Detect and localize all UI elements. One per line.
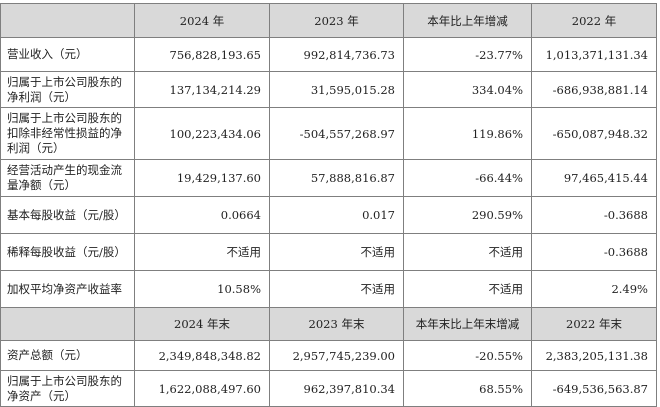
row-label: 基本每股收益（元/股） — [0, 196, 135, 234]
value-change: 不适用 — [403, 270, 532, 308]
row-label: 加权平均净资产收益率 — [0, 270, 135, 308]
header-corner-cell — [0, 3, 135, 38]
row-label: 经营活动产生的现金流量净额（元） — [0, 159, 135, 197]
header-corner-cell — [0, 307, 135, 341]
value-change: 不适用 — [403, 233, 532, 271]
row-label: 归属于上市公司股东的扣除非经常性损益的净利润（元） — [0, 107, 135, 160]
value-2023: 不适用 — [269, 270, 404, 308]
value-change: 334.04% — [403, 71, 532, 108]
value-2023: 2,957,745,239.00 — [269, 340, 404, 371]
value-change: -20.55% — [403, 340, 532, 371]
table-row-basic-eps: 基本每股收益（元/股） 0.0664 0.017 290.59% -0.3688 — [0, 196, 657, 234]
row-label: 归属于上市公司股东的净利润（元） — [0, 71, 135, 108]
value-2022: 1,013,371,131.34 — [531, 37, 657, 72]
value-change: 68.55% — [403, 370, 532, 407]
header-row-annual: 2024 年 2023 年 本年比上年增减 2022 年 — [0, 3, 657, 38]
table-row-revenue: 营业收入（元） 756,828,193.65 992,814,736.73 -2… — [0, 37, 657, 72]
table-row-operating-cash-flow: 经营活动产生的现金流量净额（元） 19,429,137.60 57,888,81… — [0, 159, 657, 197]
value-2024: 0.0664 — [134, 196, 270, 234]
value-2022: 2,383,205,131.38 — [531, 340, 657, 371]
value-2024: 756,828,193.65 — [134, 37, 270, 72]
header-2023-end: 2023 年末 — [269, 307, 404, 341]
row-label: 营业收入（元） — [0, 37, 135, 72]
value-change: 119.86% — [403, 107, 532, 160]
value-2022: -0.3688 — [531, 233, 657, 271]
value-2023: 992,814,736.73 — [269, 37, 404, 72]
value-2023: 962,397,810.34 — [269, 370, 404, 407]
header-2024-end: 2024 年末 — [134, 307, 270, 341]
header-2023: 2023 年 — [269, 3, 404, 38]
value-change: -23.77% — [403, 37, 532, 72]
table-row-net-assets: 归属于上市公司股东的净资产（元） 1,622,088,497.60 962,39… — [0, 370, 657, 407]
header-2022: 2022 年 — [531, 3, 657, 38]
header-change-end: 本年末比上年末增减 — [403, 307, 532, 341]
financial-summary-table: 2024 年 2023 年 本年比上年增减 2022 年 营业收入（元） 756… — [0, 3, 657, 407]
row-label: 归属于上市公司股东的净资产（元） — [0, 370, 135, 407]
table-row-net-profit: 归属于上市公司股东的净利润（元） 137,134,214.29 31,595,0… — [0, 71, 657, 108]
value-2023: 0.017 — [269, 196, 404, 234]
row-label: 资产总额（元） — [0, 340, 135, 371]
header-2024: 2024 年 — [134, 3, 270, 38]
value-2022: -686,938,881.14 — [531, 71, 657, 108]
table-row-net-profit-excl: 归属于上市公司股东的扣除非经常性损益的净利润（元） 100,223,434.06… — [0, 107, 657, 160]
header-row-year-end: 2024 年末 2023 年末 本年末比上年末增减 2022 年末 — [0, 307, 657, 341]
header-2022-end: 2022 年末 — [531, 307, 657, 341]
value-2024: 100,223,434.06 — [134, 107, 270, 160]
financial-summary-table-container: 2024 年 2023 年 本年比上年增减 2022 年 营业收入（元） 756… — [0, 3, 657, 407]
value-2024: 1,622,088,497.60 — [134, 370, 270, 407]
value-2023: 57,888,816.87 — [269, 159, 404, 197]
value-2023: -504,557,268.97 — [269, 107, 404, 160]
value-2022: 97,465,415.44 — [531, 159, 657, 197]
value-2022: 2.49% — [531, 270, 657, 308]
value-change: -66.44% — [403, 159, 532, 197]
value-2024: 不适用 — [134, 233, 270, 271]
value-2024: 137,134,214.29 — [134, 71, 270, 108]
value-2022: -650,087,948.32 — [531, 107, 657, 160]
table-row-diluted-eps: 稀释每股收益（元/股） 不适用 不适用 不适用 -0.3688 — [0, 233, 657, 271]
table-row-weighted-roe: 加权平均净资产收益率 10.58% 不适用 不适用 2.49% — [0, 270, 657, 308]
value-2024: 19,429,137.60 — [134, 159, 270, 197]
value-2024: 2,349,848,348.82 — [134, 340, 270, 371]
value-2023: 不适用 — [269, 233, 404, 271]
row-label: 稀释每股收益（元/股） — [0, 233, 135, 271]
value-change: 290.59% — [403, 196, 532, 234]
value-2024: 10.58% — [134, 270, 270, 308]
value-2022: -649,536,563.87 — [531, 370, 657, 407]
value-2023: 31,595,015.28 — [269, 71, 404, 108]
header-change: 本年比上年增减 — [403, 3, 532, 38]
table-row-total-assets: 资产总额（元） 2,349,848,348.82 2,957,745,239.0… — [0, 340, 657, 371]
value-2022: -0.3688 — [531, 196, 657, 234]
